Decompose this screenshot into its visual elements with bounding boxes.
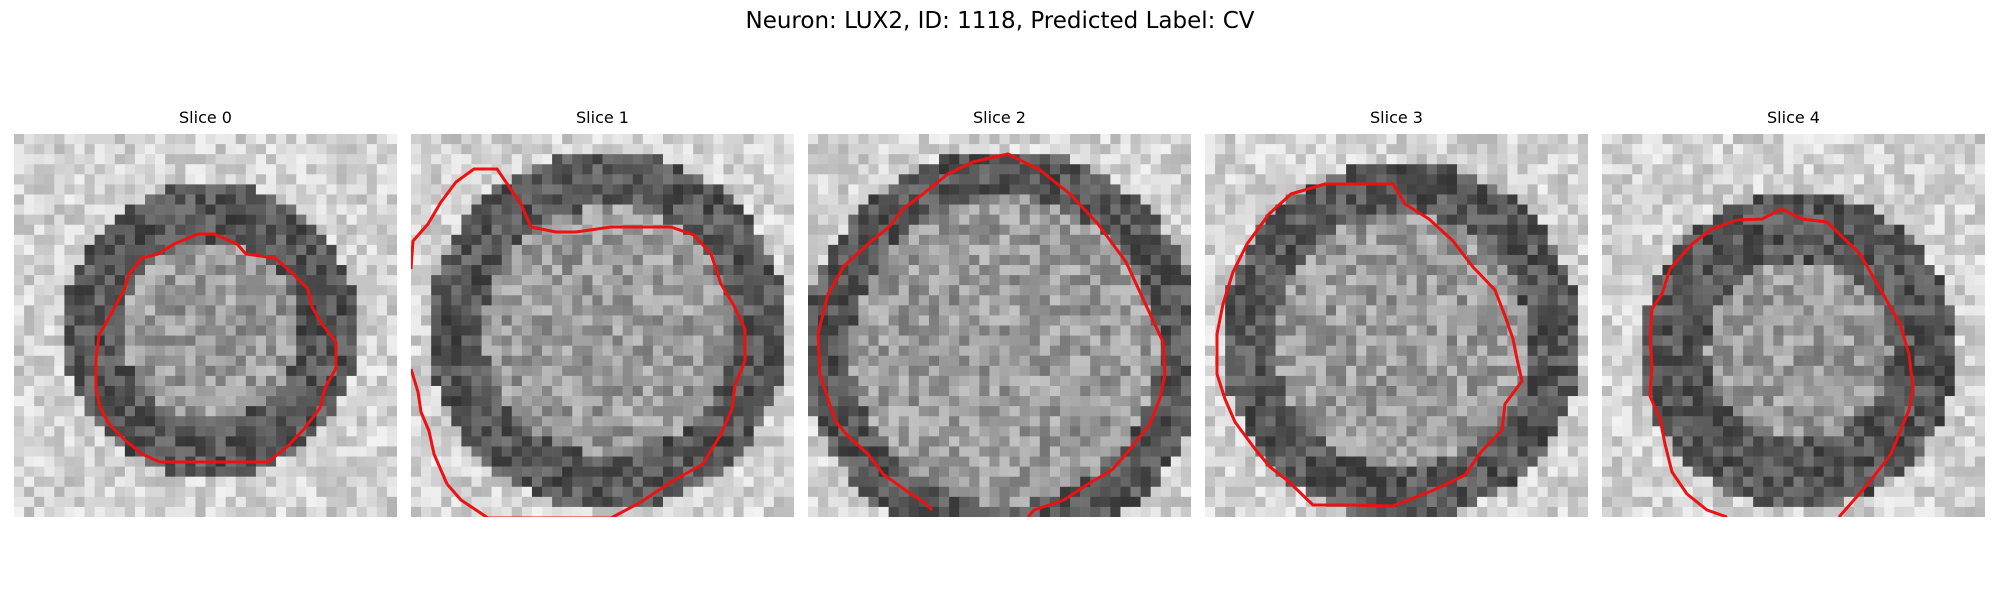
slice-0-pixels xyxy=(14,134,397,517)
slice-1-contour-b xyxy=(411,368,449,485)
slice-image-0 xyxy=(14,134,397,517)
slice-1-contour xyxy=(411,167,747,517)
slice-title-0: Slice 0 xyxy=(179,108,232,127)
slice-0-contour xyxy=(94,232,338,464)
slice-image-2 xyxy=(808,134,1191,517)
slice-panel-3: Slice 3 xyxy=(1205,108,1588,528)
figure-title: Neuron: LUX2, ID: 1118, Predicted Label:… xyxy=(745,8,1255,34)
slice-title-2: Slice 2 xyxy=(973,108,1026,127)
slice-panel-0: Slice 0 xyxy=(14,108,397,528)
slice-4-pixels xyxy=(1602,134,1985,517)
slice-2-contour xyxy=(816,152,1167,517)
slice-image-1 xyxy=(411,134,794,517)
slice-image-4 xyxy=(1602,134,1985,517)
slice-3-contour xyxy=(1215,182,1524,508)
slice-title-3: Slice 3 xyxy=(1370,108,1423,127)
slice-2-pixels xyxy=(808,134,1191,517)
slice-4-contour xyxy=(1648,207,1915,517)
slice-panel-2: Slice 2 xyxy=(808,108,1191,528)
slice-panel-4: Slice 4 xyxy=(1602,108,1985,528)
slice-panel-1: Slice 1 xyxy=(411,108,794,528)
slice-3-pixels xyxy=(1205,134,1588,517)
slice-title-4: Slice 4 xyxy=(1767,108,1820,127)
slice-image-3 xyxy=(1205,134,1588,517)
slice-title-1: Slice 1 xyxy=(576,108,629,127)
slice-1-pixels xyxy=(411,134,794,517)
